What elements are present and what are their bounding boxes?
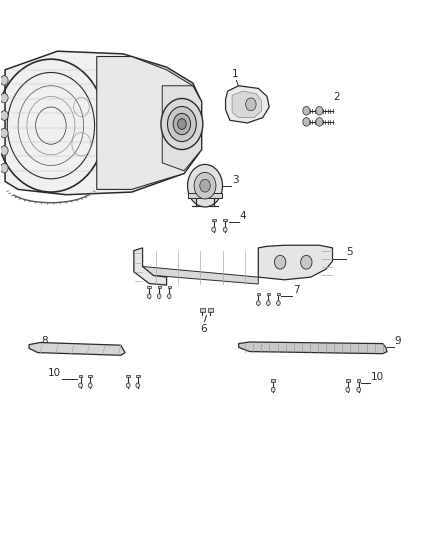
Bar xyxy=(223,219,227,221)
Circle shape xyxy=(0,93,8,103)
Circle shape xyxy=(0,111,8,120)
Circle shape xyxy=(194,172,216,199)
Bar xyxy=(272,379,275,382)
Circle shape xyxy=(275,255,286,269)
Circle shape xyxy=(212,227,216,232)
Bar xyxy=(136,375,140,377)
Bar xyxy=(148,286,151,288)
Bar xyxy=(88,375,92,377)
Bar xyxy=(267,293,270,295)
Bar xyxy=(277,293,280,295)
Circle shape xyxy=(223,227,227,232)
Circle shape xyxy=(157,294,161,298)
Circle shape xyxy=(300,255,312,269)
Bar xyxy=(158,286,161,288)
Bar xyxy=(200,309,205,312)
Bar xyxy=(188,193,222,198)
Circle shape xyxy=(167,294,171,298)
Circle shape xyxy=(126,383,130,387)
Circle shape xyxy=(357,387,360,392)
Text: 6: 6 xyxy=(200,324,207,334)
Circle shape xyxy=(346,387,350,392)
Bar xyxy=(79,375,82,377)
Circle shape xyxy=(147,294,151,298)
Polygon shape xyxy=(143,266,258,284)
Circle shape xyxy=(136,383,140,387)
Polygon shape xyxy=(239,342,387,354)
Circle shape xyxy=(256,301,260,305)
Bar xyxy=(257,293,260,295)
Polygon shape xyxy=(258,245,332,280)
Bar xyxy=(168,286,171,288)
Polygon shape xyxy=(134,248,166,285)
Text: 7: 7 xyxy=(293,285,300,295)
Polygon shape xyxy=(232,91,261,118)
Bar xyxy=(357,379,360,382)
Circle shape xyxy=(0,59,106,192)
Circle shape xyxy=(167,107,196,142)
Circle shape xyxy=(0,128,8,138)
Circle shape xyxy=(200,179,210,192)
Text: 10: 10 xyxy=(371,373,384,382)
Circle shape xyxy=(276,301,280,305)
Text: 10: 10 xyxy=(47,368,60,378)
Polygon shape xyxy=(29,343,125,356)
Bar xyxy=(127,375,130,377)
Polygon shape xyxy=(226,86,269,123)
Polygon shape xyxy=(5,51,201,195)
Text: 2: 2 xyxy=(333,92,340,102)
Text: 1: 1 xyxy=(232,69,238,79)
Circle shape xyxy=(161,99,203,150)
Text: 4: 4 xyxy=(240,211,246,221)
Text: 3: 3 xyxy=(232,175,239,184)
Circle shape xyxy=(316,118,323,126)
Circle shape xyxy=(79,383,82,387)
Circle shape xyxy=(187,165,223,207)
Circle shape xyxy=(88,383,92,387)
Text: 9: 9 xyxy=(395,336,401,346)
Circle shape xyxy=(271,387,275,392)
Circle shape xyxy=(0,146,8,156)
Circle shape xyxy=(303,107,310,115)
Circle shape xyxy=(266,301,270,305)
Polygon shape xyxy=(97,56,201,189)
Circle shape xyxy=(177,119,186,130)
Circle shape xyxy=(303,118,310,126)
Circle shape xyxy=(316,107,323,115)
Text: 5: 5 xyxy=(346,247,353,257)
Circle shape xyxy=(246,98,256,111)
Polygon shape xyxy=(162,86,201,171)
Bar xyxy=(212,219,215,221)
Circle shape xyxy=(173,114,191,135)
Bar xyxy=(208,309,213,312)
Bar xyxy=(346,379,350,382)
Text: 8: 8 xyxy=(41,336,48,346)
Circle shape xyxy=(0,164,8,173)
Circle shape xyxy=(0,76,8,85)
